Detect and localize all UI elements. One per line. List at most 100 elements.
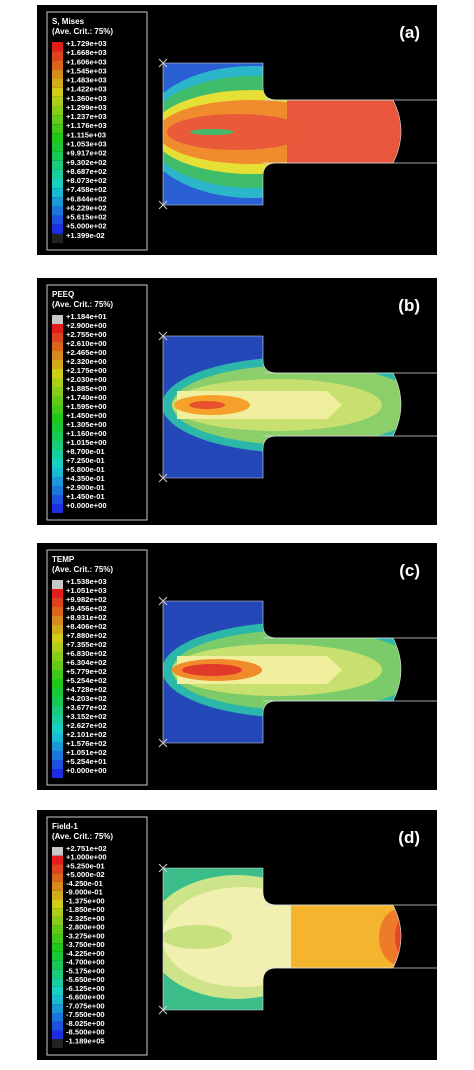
node-marker	[158, 596, 168, 606]
legend-value: +8.073e+02	[66, 176, 107, 185]
legend-value: +1.538e+03	[66, 577, 107, 586]
legend-swatch	[52, 697, 63, 706]
legend-value: +0.000e+00	[66, 766, 107, 775]
legend-swatch	[52, 387, 63, 396]
legend-value: +9.302e+02	[66, 158, 107, 167]
legend-box	[46, 284, 148, 521]
legend-swatch	[52, 978, 63, 987]
legend-value: +4.728e+02	[66, 685, 107, 694]
legend-swatch	[52, 142, 63, 152]
legend-value: +5.250e-01	[66, 861, 105, 870]
legend-value: +1.115e+03	[66, 130, 106, 139]
legend-value: +1.450e+00	[66, 411, 107, 420]
legend-value: +1.305e+00	[66, 420, 107, 429]
node-marker	[158, 863, 168, 873]
legend-value: +5.800e-01	[66, 465, 105, 474]
panel-label: (a)	[399, 23, 420, 42]
legend-value: +8.406e+02	[66, 622, 107, 631]
legend-swatch	[52, 405, 63, 414]
legend-swatch	[52, 925, 63, 935]
legend-swatch	[52, 1004, 63, 1014]
legend-swatch	[52, 847, 63, 856]
legend-value: +5.000e-02	[66, 870, 105, 879]
legend-subtitle: (Ave. Crit.: 75%)	[52, 300, 113, 309]
legend-swatch	[52, 206, 63, 216]
legend-value: +9.982e+02	[66, 595, 107, 604]
node-marker	[158, 473, 168, 483]
legend-swatch	[52, 486, 63, 495]
panel-label: (d)	[398, 828, 420, 847]
legend-value: +4.350e-01	[66, 474, 105, 483]
panel: (c)TEMP(Ave. Crit.: 75%)+1.538e+03+1.051…	[37, 543, 437, 790]
legend-swatch	[52, 423, 63, 432]
legend-swatch	[52, 133, 63, 143]
legend-swatch	[52, 616, 63, 625]
legend-swatch	[52, 715, 63, 724]
legend-swatch	[52, 495, 63, 504]
legend-swatch	[52, 96, 63, 106]
legend-value: +5.000e+02	[66, 222, 107, 231]
legend-value: +1.000e+00	[66, 853, 107, 862]
legend-swatch	[52, 652, 63, 661]
legend-value: -8.025e+00	[66, 1019, 105, 1028]
legend-swatch	[52, 468, 63, 477]
legend-swatch	[52, 742, 63, 751]
legend-swatch	[52, 504, 63, 513]
legend-swatch	[52, 188, 63, 198]
legend-value: +7.250e-01	[66, 456, 105, 465]
legend-value: +7.355e+02	[66, 640, 107, 649]
legend-value: -5.175e+00	[66, 966, 105, 975]
legend-value: +6.304e+02	[66, 658, 107, 667]
legend-value: +2.900e+00	[66, 321, 107, 330]
legend-swatch	[52, 751, 63, 760]
legend-title: TEMP	[52, 555, 75, 564]
legend-value: +4.203e+02	[66, 694, 107, 703]
legend-value: -7.550e+00	[66, 1010, 105, 1019]
legend-value: +1.729e+03	[66, 39, 107, 48]
legend-swatch	[52, 1039, 63, 1048]
legend-value: +1.668e+03	[66, 48, 107, 57]
legend-value: +1.051e+03	[66, 586, 107, 595]
legend-swatch	[52, 124, 63, 134]
legend-swatch	[52, 315, 63, 324]
legend-value: -8.500e+00	[66, 1028, 105, 1037]
contour-band	[189, 401, 225, 409]
legend-swatch	[52, 450, 63, 459]
panel-label: (c)	[399, 561, 420, 580]
legend-swatch	[52, 396, 63, 405]
legend-swatch	[52, 960, 63, 970]
legend-swatch	[52, 864, 63, 874]
legend-title: Field-1	[52, 822, 78, 831]
legend-value: -1.189e+05	[66, 1036, 105, 1045]
legend-value: -1.375e+00	[66, 896, 105, 905]
legend-swatch	[52, 78, 63, 88]
legend-subtitle: (Ave. Crit.: 75%)	[52, 565, 113, 574]
legend-swatch	[52, 670, 63, 679]
legend-value: +1.399e-02	[66, 231, 105, 240]
legend-swatch	[52, 432, 63, 441]
legend-value: -4.250e-01	[66, 879, 104, 888]
legend-value: +1.450e-01	[66, 492, 105, 501]
legend-value: +1.740e+00	[66, 393, 107, 402]
legend-swatch	[52, 179, 63, 189]
legend-value: +5.254e+02	[66, 676, 107, 685]
legend-value: +7.458e+02	[66, 185, 107, 194]
legend-value: +2.320e+00	[66, 357, 107, 366]
legend-swatch	[52, 643, 63, 652]
legend-value: +1.051e+02	[66, 748, 107, 757]
legend-swatch	[52, 1013, 63, 1022]
legend-value: -7.075e+00	[66, 1001, 105, 1010]
legend-value: +3.152e+02	[66, 712, 107, 721]
legend-swatch	[52, 105, 63, 116]
legend-value: +7.880e+02	[66, 631, 107, 640]
legend-value: -4.700e+00	[66, 958, 105, 967]
panel: (b)PEEQ(Ave. Crit.: 75%)+1.184e+01+2.900…	[37, 278, 437, 525]
legend-swatch	[52, 197, 63, 207]
legend-title: PEEQ	[52, 290, 74, 299]
outline	[162, 600, 402, 744]
legend-swatch	[52, 951, 63, 961]
legend-value: +2.030e+00	[66, 375, 107, 384]
legend-swatch	[52, 115, 63, 125]
legend-swatch	[52, 378, 63, 387]
legend-value: +8.700e-01	[66, 447, 105, 456]
